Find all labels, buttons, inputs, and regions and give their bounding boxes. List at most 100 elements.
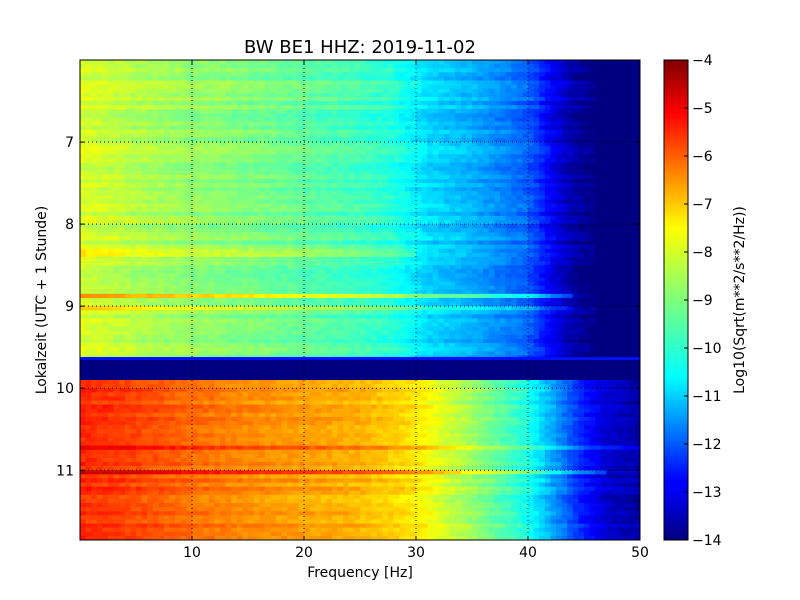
heatmap-cell bbox=[466, 158, 473, 164]
heatmap-cell bbox=[208, 232, 215, 238]
heatmap-cell bbox=[220, 220, 227, 225]
heatmap-cell bbox=[516, 96, 523, 102]
heatmap-cell bbox=[427, 178, 434, 184]
heatmap-cell bbox=[595, 207, 602, 213]
heatmap-cell bbox=[281, 113, 288, 119]
heatmap-cell bbox=[483, 252, 490, 258]
heatmap-cell bbox=[466, 121, 473, 127]
heatmap-cell bbox=[416, 240, 423, 246]
heatmap-cell bbox=[522, 228, 529, 233]
heatmap-cell bbox=[259, 88, 266, 94]
heatmap-cell bbox=[511, 146, 518, 151]
heatmap-cell bbox=[225, 117, 232, 123]
heatmap-cell bbox=[164, 174, 171, 180]
heatmap-cell bbox=[102, 142, 109, 147]
heatmap-cell bbox=[393, 158, 400, 164]
heatmap-cell bbox=[466, 154, 473, 160]
heatmap-cell bbox=[365, 232, 372, 238]
heatmap-cell bbox=[108, 228, 115, 233]
heatmap-cell bbox=[634, 166, 640, 172]
heatmap-cell bbox=[388, 129, 395, 135]
heatmap-cell bbox=[343, 125, 350, 131]
heatmap-cell bbox=[343, 207, 350, 213]
heatmap-cell bbox=[533, 240, 540, 246]
heatmap-cell bbox=[304, 195, 311, 201]
heatmap-cell bbox=[136, 92, 143, 98]
heatmap-cell bbox=[365, 191, 372, 196]
heatmap-cell bbox=[175, 170, 182, 176]
heatmap-cell bbox=[399, 236, 406, 242]
heatmap-cell bbox=[186, 232, 193, 238]
heatmap-cell bbox=[522, 224, 529, 229]
heatmap-cell bbox=[242, 261, 249, 266]
heatmap-cell bbox=[533, 96, 540, 102]
heatmap-cell bbox=[432, 183, 439, 188]
heatmap-cell bbox=[561, 236, 568, 242]
heatmap-cell bbox=[449, 256, 456, 262]
heatmap-cell bbox=[248, 191, 255, 196]
heatmap-cell bbox=[152, 215, 159, 221]
heatmap-cell bbox=[550, 129, 557, 135]
heatmap-cell bbox=[421, 232, 428, 238]
heatmap-cell bbox=[388, 224, 395, 229]
heatmap-cell bbox=[623, 228, 630, 233]
heatmap-cell bbox=[348, 224, 355, 229]
heatmap-cell bbox=[505, 133, 512, 139]
heatmap-cell bbox=[606, 101, 613, 106]
heatmap-cell bbox=[584, 113, 591, 119]
heatmap-cell bbox=[192, 154, 199, 160]
heatmap-cell bbox=[483, 76, 490, 82]
heatmap-cell bbox=[80, 240, 87, 246]
heatmap-cell bbox=[539, 68, 546, 73]
heatmap-cell bbox=[572, 195, 579, 201]
heatmap-cell bbox=[472, 68, 479, 73]
heatmap-cell bbox=[248, 220, 255, 225]
heatmap-cell bbox=[326, 76, 333, 82]
heatmap-cell bbox=[421, 228, 428, 233]
heatmap-cell bbox=[225, 92, 232, 98]
heatmap-cell bbox=[264, 88, 271, 94]
heatmap-cell bbox=[354, 203, 361, 209]
heatmap-cell bbox=[539, 187, 546, 192]
heatmap-cell bbox=[225, 162, 232, 168]
heatmap-cell bbox=[399, 80, 406, 86]
heatmap-cell bbox=[108, 232, 115, 238]
heatmap-cell bbox=[584, 80, 591, 86]
heatmap-cell bbox=[561, 191, 568, 196]
heatmap-cell bbox=[304, 158, 311, 164]
heatmap-cell bbox=[382, 92, 389, 98]
heatmap-cell bbox=[337, 240, 344, 246]
heatmap-cell bbox=[410, 195, 417, 201]
heatmap-cell bbox=[124, 261, 131, 266]
heatmap-cell bbox=[141, 244, 148, 250]
heatmap-cell bbox=[152, 158, 159, 164]
heatmap-cell bbox=[147, 80, 154, 86]
heatmap-cell bbox=[326, 256, 333, 262]
heatmap-cell bbox=[259, 60, 266, 65]
heatmap-cell bbox=[595, 117, 602, 123]
heatmap-cell bbox=[511, 101, 518, 106]
heatmap-cell bbox=[500, 133, 507, 139]
heatmap-cell bbox=[231, 199, 238, 205]
heatmap-cell bbox=[102, 162, 109, 168]
heatmap-cell bbox=[164, 195, 171, 201]
heatmap-cell bbox=[578, 166, 585, 172]
heatmap-cell bbox=[460, 92, 467, 98]
heatmap-cell bbox=[231, 178, 238, 184]
heatmap-cell bbox=[354, 232, 361, 238]
heatmap-cell bbox=[533, 228, 540, 233]
heatmap-cell bbox=[102, 261, 109, 266]
heatmap-cell bbox=[595, 68, 602, 73]
heatmap-cell bbox=[220, 240, 227, 246]
heatmap-cell bbox=[80, 92, 87, 98]
heatmap-cell bbox=[348, 101, 355, 106]
heatmap-cell bbox=[634, 215, 640, 221]
heatmap-cell bbox=[466, 109, 473, 114]
heatmap-cell bbox=[141, 129, 148, 135]
heatmap-cell bbox=[634, 244, 640, 250]
heatmap-cell bbox=[147, 133, 154, 139]
heatmap-cell bbox=[354, 166, 361, 172]
heatmap-cell bbox=[220, 133, 227, 139]
heatmap-cell bbox=[80, 252, 87, 258]
heatmap-cell bbox=[96, 92, 103, 98]
